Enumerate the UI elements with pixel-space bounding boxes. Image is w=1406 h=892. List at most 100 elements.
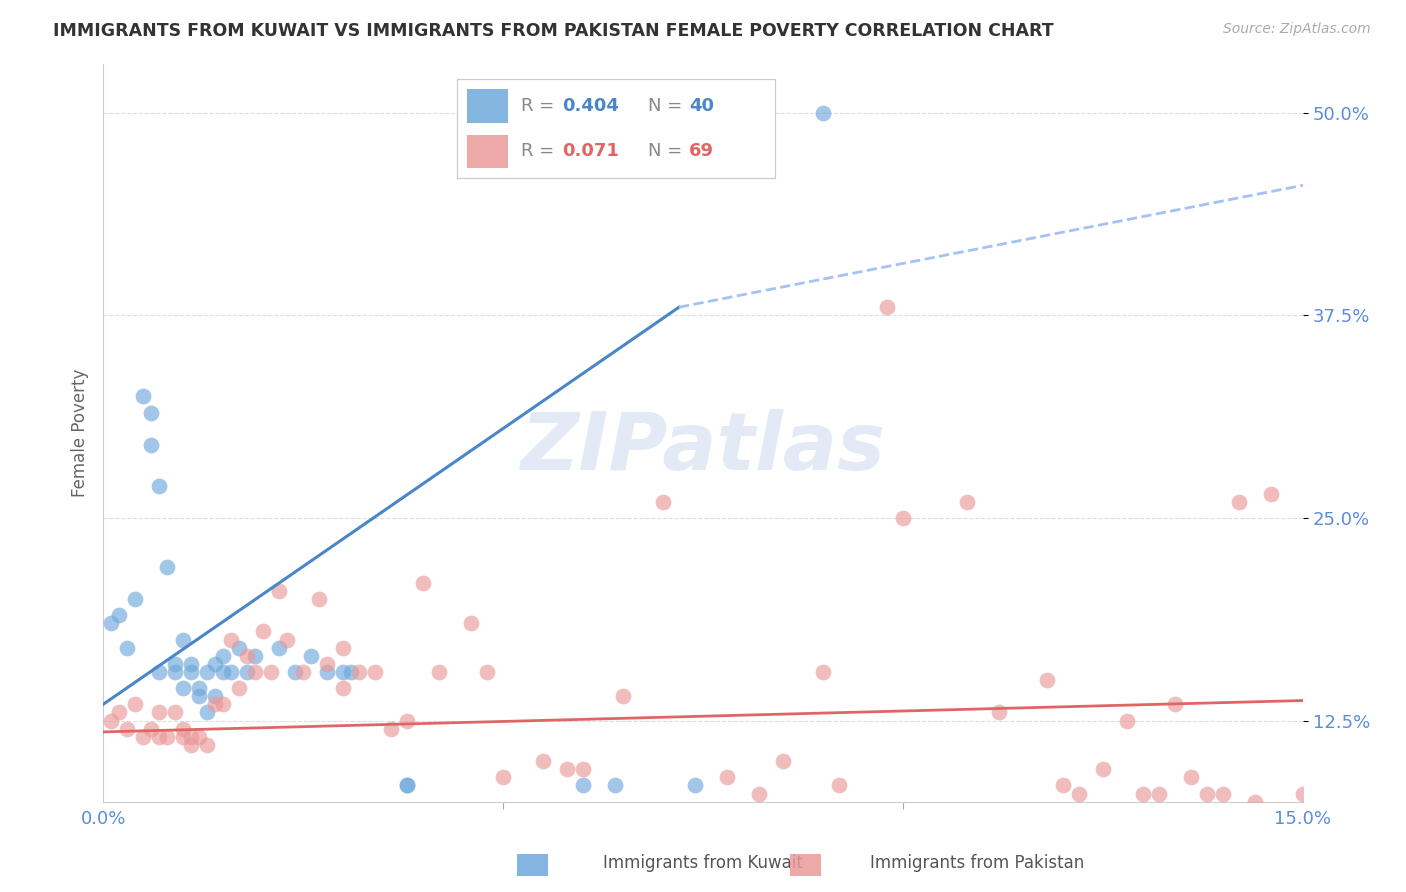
Point [603,778,626,792]
Point [100,616,122,631]
Point [396,714,419,728]
Point [124,698,146,712]
Text: IMMIGRANTS FROM KUWAIT VS IMMIGRANTS FROM PAKISTAN FEMALE POVERTY CORRELATION CH: IMMIGRANTS FROM KUWAIT VS IMMIGRANTS FRO… [53,22,1054,40]
Point [956,494,979,508]
Point [1243,795,1265,809]
Point [243,648,266,663]
Point [180,738,202,752]
Point [148,665,170,679]
Point [1212,787,1234,801]
Point [180,730,202,744]
Point [427,665,450,679]
Point [475,665,498,679]
Point [165,657,187,671]
Point [332,681,354,695]
Point [1164,698,1187,712]
Point [267,640,290,655]
Point [148,706,170,720]
Point [380,722,402,736]
Point [219,632,242,647]
Point [172,730,194,744]
Point [716,770,738,784]
Point [228,681,250,695]
Point [212,648,235,663]
Point [876,300,898,314]
Point [204,657,226,671]
Point [236,648,259,663]
Point [252,624,274,639]
Point [172,722,194,736]
Point [460,616,482,631]
Point [276,632,298,647]
Point [108,706,131,720]
Point [772,754,794,768]
Point [132,389,155,403]
Point [1052,778,1074,792]
Point [195,706,218,720]
Point [1195,787,1218,801]
Point [180,665,202,679]
Point [260,665,283,679]
Point [811,105,834,120]
Point [132,730,155,744]
Point [1115,714,1137,728]
Point [115,722,138,736]
Point [195,665,218,679]
Point [612,690,634,704]
Point [1067,787,1090,801]
Point [148,478,170,492]
Point [243,665,266,679]
Point [340,665,363,679]
Point [292,665,315,679]
Point [555,762,578,776]
Point [108,608,131,623]
Point [172,681,194,695]
Point [332,665,354,679]
Point [139,438,162,452]
Point [1260,486,1282,500]
Point [139,406,162,420]
Point [1147,787,1170,801]
Point [212,698,235,712]
Point [212,665,235,679]
Point [148,730,170,744]
Point [156,559,179,574]
Text: Source: ZipAtlas.com: Source: ZipAtlas.com [1223,22,1371,37]
Point [347,665,370,679]
Point [139,722,162,736]
Text: Immigrants from Pakistan: Immigrants from Pakistan [870,855,1084,872]
Point [364,665,387,679]
Point [204,698,226,712]
Point [188,681,211,695]
Text: ZIPatlas: ZIPatlas [520,409,886,486]
Point [219,665,242,679]
Point [1036,673,1059,687]
Point [492,770,515,784]
Point [100,714,122,728]
Point [828,778,851,792]
Point [308,592,330,607]
Point [396,778,419,792]
Point [987,706,1010,720]
Point [172,632,194,647]
Point [811,665,834,679]
Point [188,730,211,744]
Point [236,665,259,679]
Point [652,494,675,508]
Point [124,592,146,607]
Point [180,657,202,671]
Point [165,706,187,720]
Point [195,738,218,752]
Point [332,640,354,655]
Point [204,690,226,704]
Point [1180,770,1202,784]
Point [156,730,179,744]
Y-axis label: Female Poverty: Female Poverty [72,368,89,497]
Point [1091,762,1114,776]
Point [531,754,554,768]
Point [267,583,290,598]
Point [572,762,595,776]
Point [891,511,914,525]
Point [284,665,307,679]
Point [683,778,706,792]
